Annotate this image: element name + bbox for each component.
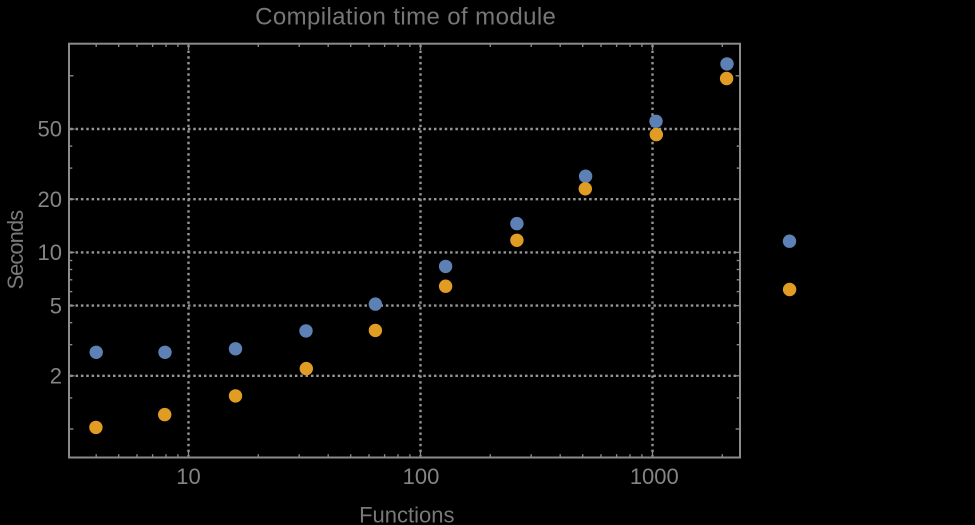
svg-text:1000: 1000 — [630, 464, 679, 489]
svg-text:50: 50 — [38, 117, 62, 142]
svg-text:Compilation time of module: Compilation time of module — [255, 3, 556, 30]
svg-text:5: 5 — [50, 293, 62, 318]
svg-text:10: 10 — [38, 240, 62, 265]
svg-text:Functions: Functions — [359, 503, 454, 525]
svg-text:100: 100 — [403, 464, 440, 489]
svg-text:10: 10 — [176, 464, 200, 489]
svg-text:2: 2 — [50, 364, 62, 389]
svg-text:20: 20 — [38, 187, 62, 212]
svg-text:Seconds: Seconds — [3, 210, 28, 290]
